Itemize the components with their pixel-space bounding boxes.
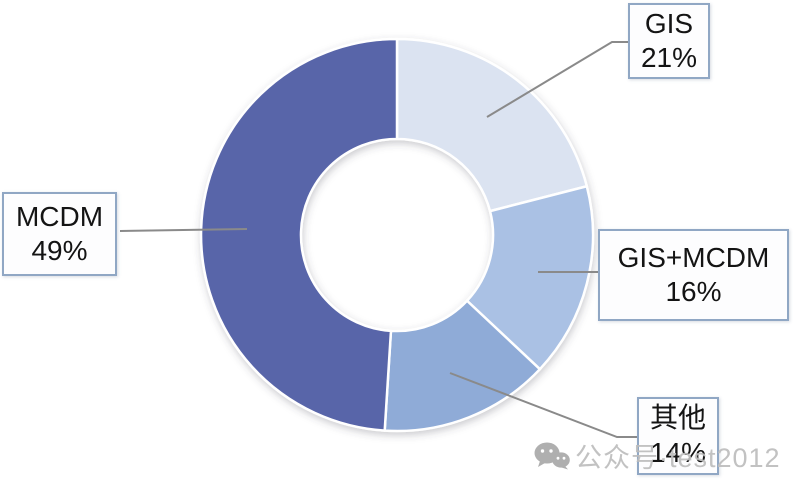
- callout-gis-label: GIS: [644, 8, 694, 40]
- pie-slice-GIS: [395, 37, 589, 213]
- callout-other: 其他 14%: [637, 397, 719, 475]
- callout-gis-mcdm-label: GIS+MCDM: [617, 242, 770, 274]
- callout-gis-percent: 21%: [640, 42, 698, 73]
- leader-line-other: [449, 372, 637, 438]
- callout-gis-mcdm: GIS+MCDM 16%: [598, 229, 789, 321]
- callout-mcdm: MCDM 49%: [2, 192, 117, 276]
- pie-slice-MCDM: [199, 37, 399, 432]
- callout-other-percent: 14%: [649, 437, 707, 468]
- pie-slice-GIS+MCDM: [465, 185, 595, 371]
- callout-other-label: 其他: [649, 403, 706, 435]
- leader-line-gis: [486, 41, 628, 118]
- callout-gis: GIS 21%: [628, 3, 710, 79]
- leader-line-mcdm: [119, 228, 248, 232]
- callout-gis-mcdm-percent: 16%: [665, 276, 722, 307]
- callout-mcdm-label: MCDM: [15, 201, 104, 233]
- callout-mcdm-percent: 49%: [31, 235, 88, 266]
